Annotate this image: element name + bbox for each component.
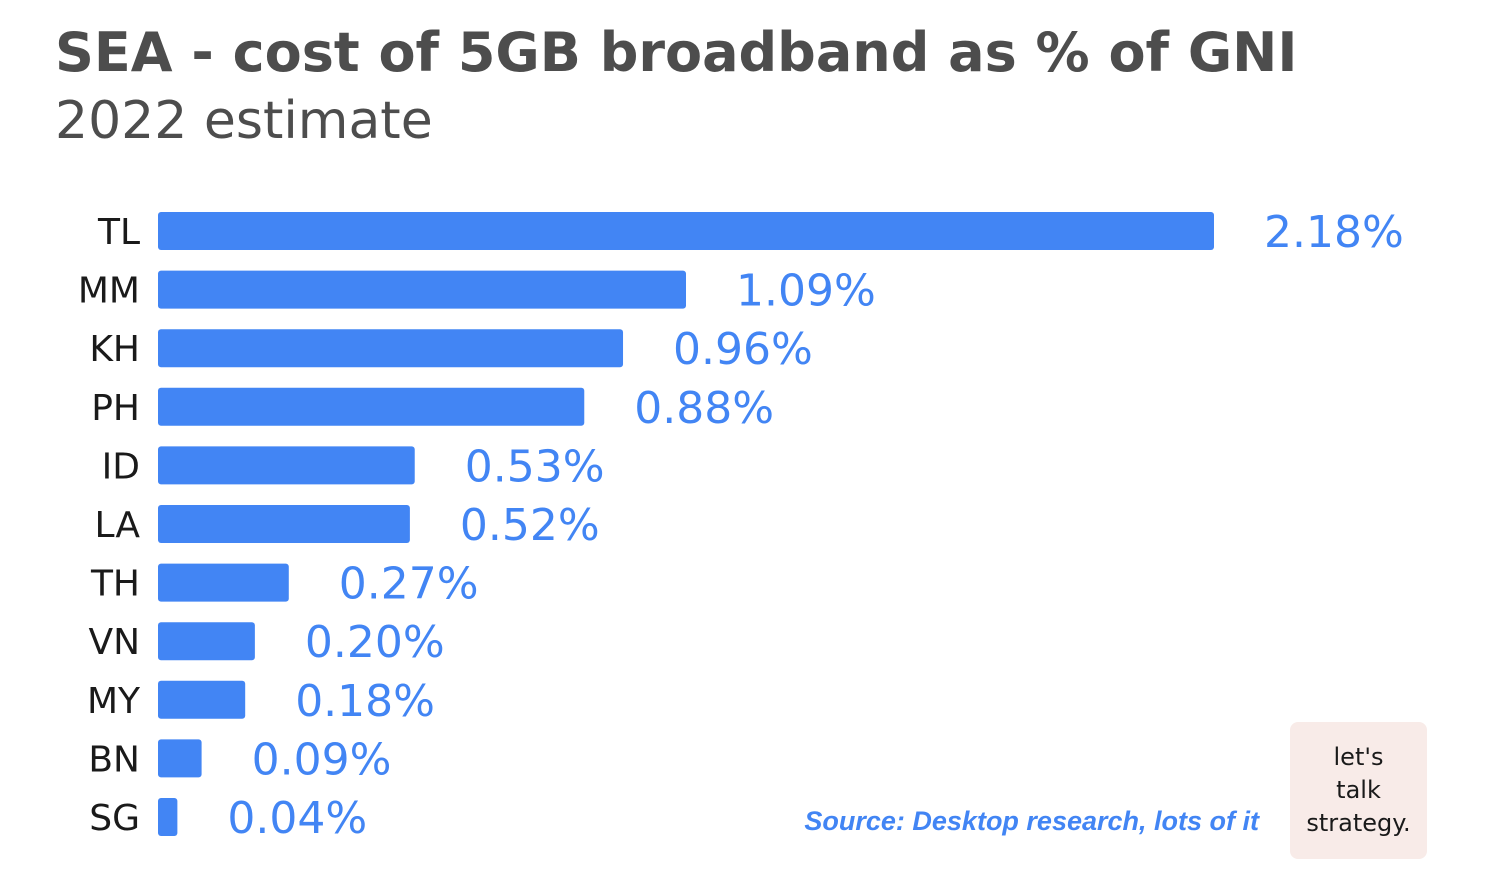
chart-subtitle: 2022 estimate [55, 91, 433, 151]
category-label: ID [102, 446, 140, 487]
category-label: LA [94, 505, 140, 546]
category-label: PH [91, 388, 140, 429]
bar [158, 387, 585, 426]
category-label: TL [97, 212, 140, 253]
source-note: Source: Desktop research, lots of it [804, 806, 1259, 836]
bar [158, 798, 178, 836]
bar [158, 563, 289, 602]
brand-line-1: let's [1333, 743, 1384, 771]
value-label: 0.88% [634, 383, 774, 434]
value-label: 0.27% [339, 559, 479, 610]
value-label: 0.18% [295, 676, 435, 727]
value-label: 0.04% [227, 793, 367, 844]
category-label: TH [90, 564, 140, 605]
value-label: 0.53% [465, 441, 605, 492]
bar [158, 329, 624, 368]
value-label: 0.20% [305, 617, 445, 668]
category-label: MM [78, 271, 140, 312]
brand-line-2: talk [1336, 776, 1381, 804]
value-label: 2.18% [1264, 207, 1404, 258]
category-label: MY [87, 681, 141, 722]
bar [158, 446, 415, 485]
category-label: VN [88, 622, 140, 663]
brand-line-3: strategy. [1306, 809, 1411, 837]
value-label: 0.52% [460, 500, 600, 551]
bar [158, 505, 410, 543]
bar [158, 680, 246, 719]
bar [158, 739, 202, 778]
value-label: 0.96% [673, 324, 813, 375]
bar [158, 212, 1214, 250]
category-label: BN [88, 739, 140, 780]
bar [158, 270, 686, 309]
value-label: 1.09% [736, 266, 876, 317]
brand-logo: let's talk strategy. [1290, 722, 1427, 859]
bar [158, 622, 255, 661]
value-label: 0.09% [252, 734, 392, 785]
chart-title: SEA - cost of 5GB broadband as % of GNI [55, 21, 1298, 84]
category-label: KH [89, 329, 140, 370]
category-label: SG [89, 798, 140, 839]
